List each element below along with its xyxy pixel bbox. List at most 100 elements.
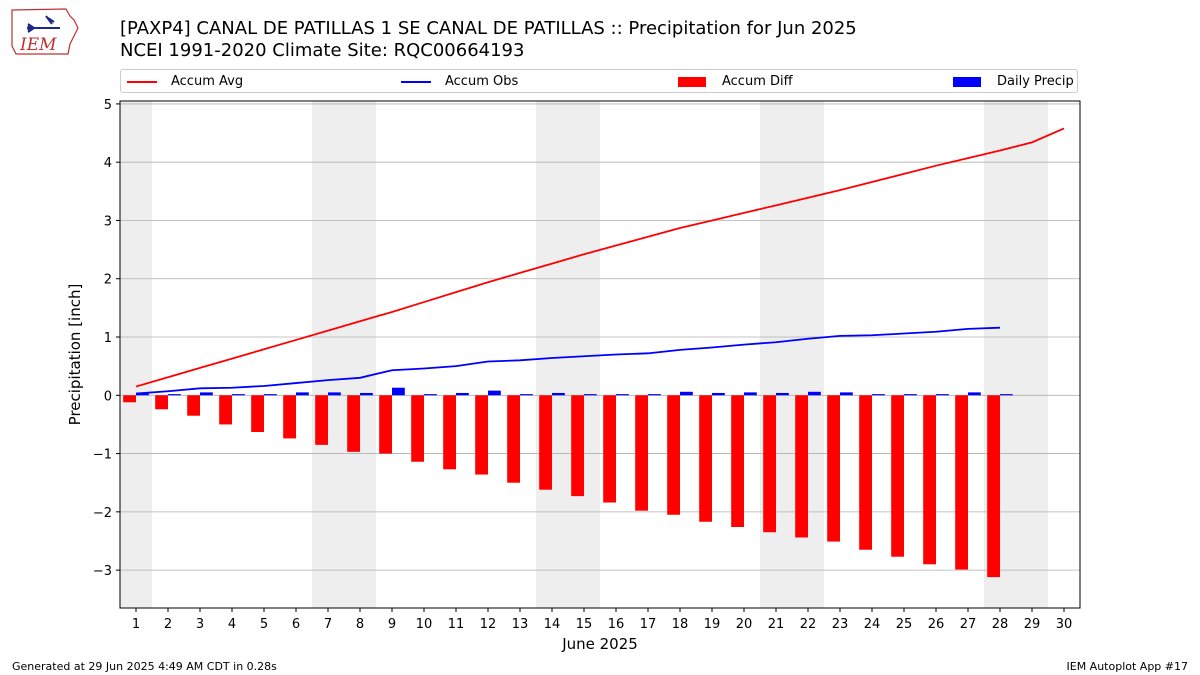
accum-obs-line	[135, 326, 1001, 395]
accum-diff-bar	[699, 395, 712, 522]
accum-diff-bar	[539, 395, 552, 490]
x-tick-label: 23	[832, 617, 849, 632]
daily-precip-bar	[744, 392, 757, 396]
daily-precip-bar	[232, 394, 245, 396]
x-tick-label: 28	[992, 617, 1009, 632]
x-tick-label: 30	[1056, 617, 1073, 632]
x-tick-label: 4	[228, 617, 236, 632]
y-tick-label: −2	[93, 506, 112, 521]
accum-diff-bar	[315, 395, 328, 445]
x-tick-label: 2	[164, 617, 172, 632]
x-tick-label: 22	[800, 617, 817, 632]
accum-diff-bar	[475, 395, 488, 475]
y-tick-label: −3	[93, 564, 112, 579]
legend-swatch-accum-diff	[678, 77, 706, 87]
y-tick-label: 1	[104, 331, 112, 346]
weekend-band	[120, 101, 152, 608]
daily-precip-bar	[552, 392, 565, 396]
accum-avg-line	[135, 127, 1065, 388]
daily-precip-bar	[808, 391, 821, 396]
x-tick-label: 15	[576, 617, 593, 632]
x-tick-label: 12	[480, 617, 497, 632]
x-tick-label: 25	[896, 617, 913, 632]
weekend-band	[536, 101, 600, 608]
iowa-outline-icon	[11, 8, 79, 55]
daily-precip-bar	[264, 394, 277, 396]
accum-diff-bar	[635, 395, 648, 511]
x-tick-label: 10	[416, 617, 433, 632]
daily-precip-bar	[200, 392, 213, 396]
chart-subtitle: NCEI 1991-2020 Climate Site: RQC00664193	[120, 40, 525, 61]
accum-diff-bar	[891, 395, 904, 557]
y-tick-label: 0	[104, 389, 112, 404]
iem-logo: IEM	[11, 8, 79, 55]
x-tick-label: 16	[608, 617, 625, 632]
legend-swatch-accum-obs	[401, 81, 431, 83]
x-tick-label: 21	[768, 617, 785, 632]
legend-label-daily-precip: Daily Precip	[997, 74, 1074, 89]
daily-precip-bar	[1000, 394, 1013, 396]
accum-diff-bar	[667, 395, 680, 515]
legend-swatch-accum-avg	[127, 81, 157, 83]
daily-precip-bar	[936, 394, 949, 396]
x-axis-label: June 2025	[561, 635, 638, 653]
accum-diff-bar	[283, 395, 296, 439]
accum-diff-bar	[731, 395, 744, 527]
footer-app-id: IEM Autoplot App #17	[1066, 660, 1189, 673]
accum-diff-bar	[827, 395, 840, 542]
x-tick-label: 26	[928, 617, 945, 632]
accum-diff-bar	[155, 395, 168, 410]
legend-label-accum-obs: Accum Obs	[445, 74, 519, 89]
x-tick-label: 1	[132, 617, 140, 632]
legend-label-accum-avg: Accum Avg	[171, 74, 244, 89]
daily-precip-bar	[456, 392, 469, 396]
daily-precip-bar	[488, 390, 501, 396]
x-tick-label: 13	[512, 617, 529, 632]
accum-diff-bar	[763, 395, 776, 533]
x-tick-label: 3	[196, 617, 204, 632]
daily-precip-bar	[680, 391, 693, 396]
daily-precip-bar	[584, 394, 597, 396]
daily-precip-bar	[616, 394, 629, 396]
daily-precip-bar	[296, 392, 309, 396]
daily-precip-bar	[904, 394, 917, 396]
x-tick-label: 6	[292, 617, 300, 632]
accum-diff-bar	[443, 395, 456, 470]
accum-diff-bar	[507, 395, 520, 483]
y-tick-label: 2	[104, 273, 112, 288]
accum-diff-bar	[411, 395, 424, 462]
x-tick-label: 11	[448, 617, 465, 632]
daily-precip-bar	[392, 387, 405, 396]
accum-diff-bar	[123, 395, 136, 403]
y-tick-label: 5	[104, 98, 112, 113]
accum-diff-bar	[923, 395, 936, 565]
y-tick-label: −1	[93, 448, 112, 463]
accum-diff-bar	[187, 395, 200, 416]
accum-diff-bar	[347, 395, 360, 452]
daily-precip-bar	[328, 392, 341, 396]
x-tick-label: 14	[544, 617, 561, 632]
footer-generated: Generated at 29 Jun 2025 4:49 AM CDT in …	[12, 660, 277, 673]
x-tick-label: 29	[1024, 617, 1041, 632]
accum-diff-bar	[795, 395, 808, 538]
logo-text: IEM	[19, 35, 57, 55]
weather-station-head-icon	[27, 25, 33, 31]
daily-precip-bar	[968, 392, 981, 396]
daily-precip-bar	[840, 392, 853, 396]
legend-label-accum-diff: Accum Diff	[722, 74, 793, 89]
weekend-band	[312, 101, 376, 608]
accum-diff-bar	[251, 395, 264, 433]
x-tick-label: 27	[960, 617, 977, 632]
weather-station-icon	[27, 15, 60, 33]
plot-frame	[119, 100, 1081, 609]
daily-precip-bar	[424, 394, 437, 396]
accum-diff-bar	[379, 395, 392, 454]
daily-precip-bar	[520, 394, 533, 396]
chart-title: [PAXP4] CANAL DE PATILLAS 1 SE CANAL DE …	[120, 18, 857, 39]
daily-precip-bar	[136, 392, 149, 396]
accum-diff-bar	[571, 395, 584, 497]
x-tick-label: 19	[704, 617, 721, 632]
x-tick-label: 24	[864, 617, 881, 632]
daily-precip-bar	[776, 392, 789, 396]
